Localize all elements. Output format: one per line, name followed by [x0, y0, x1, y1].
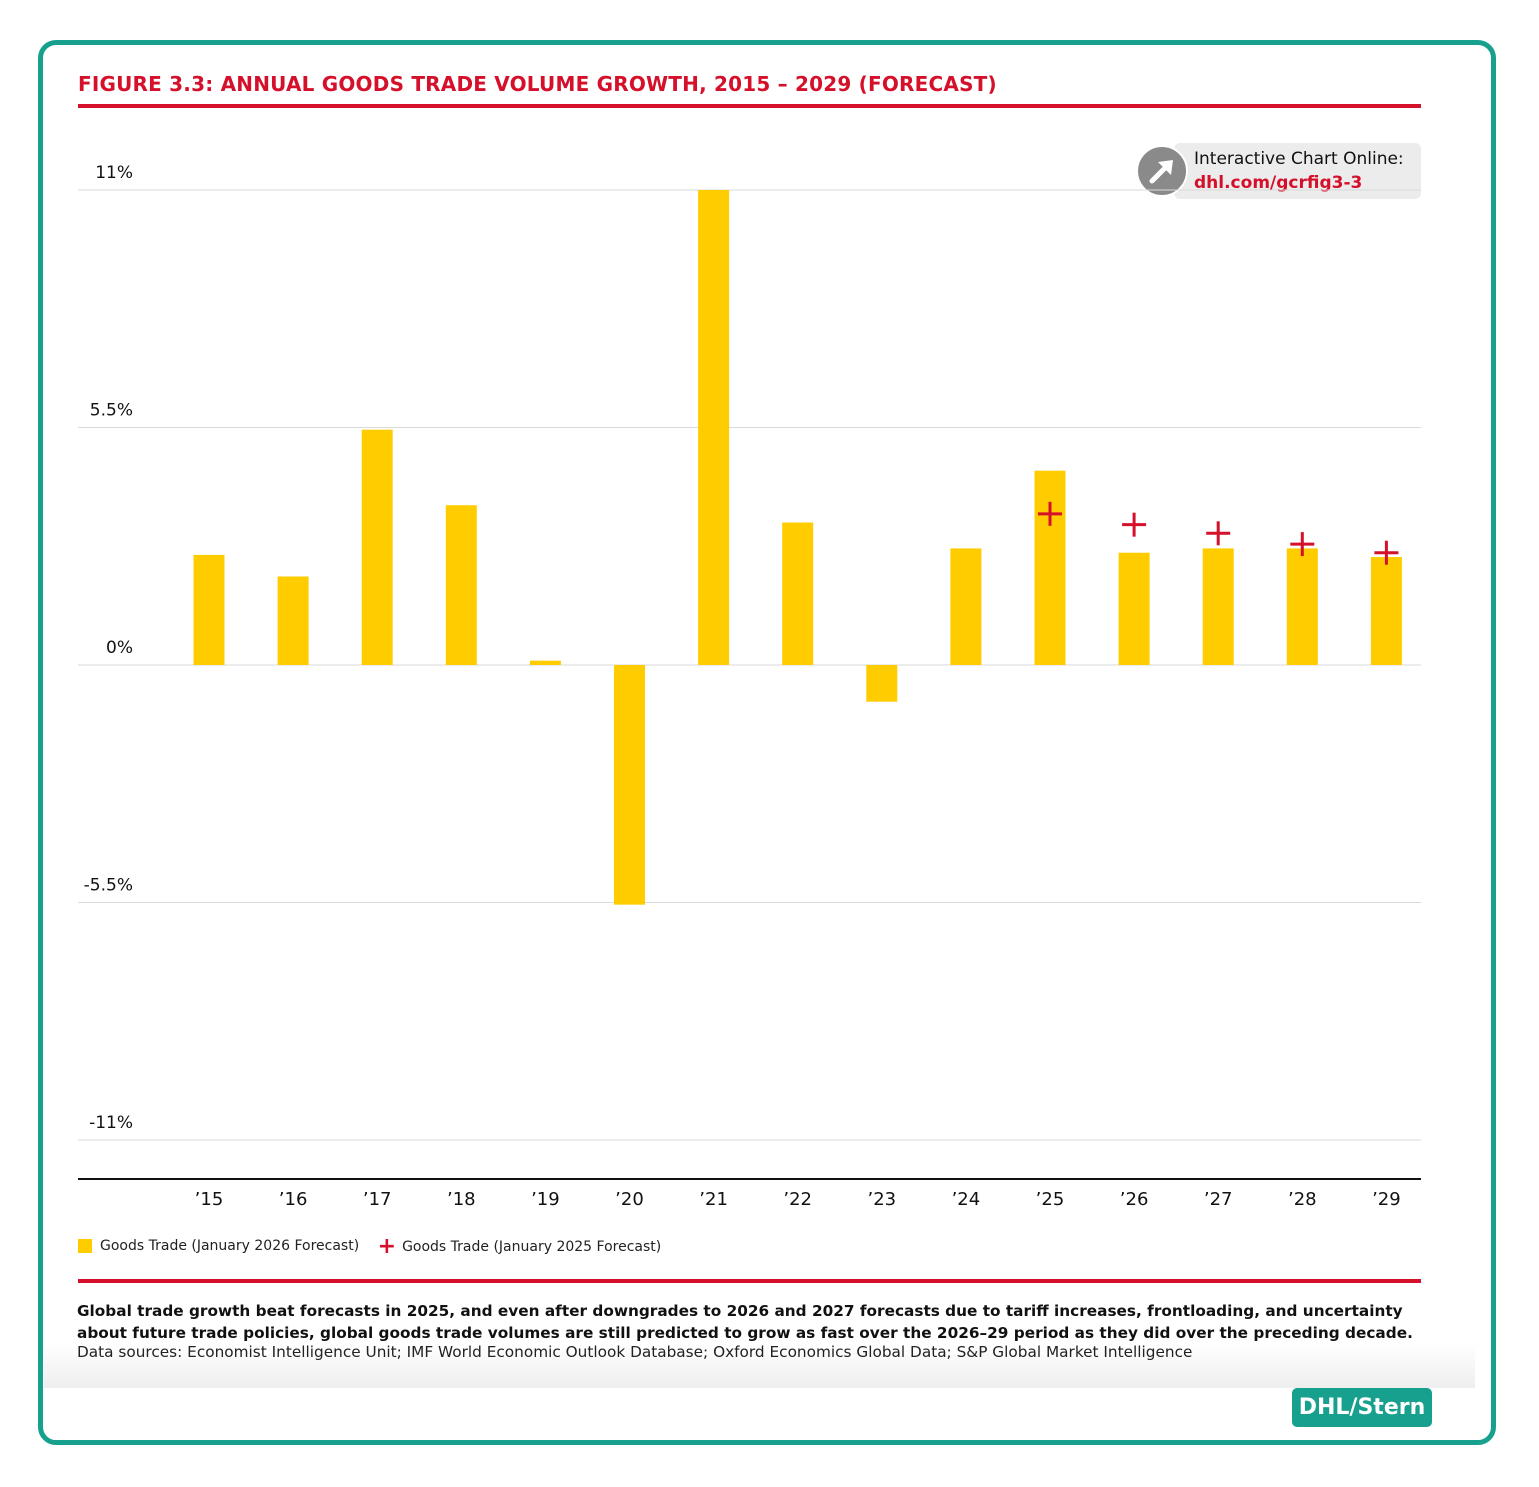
- chart-legend: Goods Trade (January 2026 Forecast) + Go…: [78, 1234, 675, 1259]
- promo-label: Interactive Chart Online:: [1194, 149, 1404, 169]
- bar: [1202, 548, 1234, 665]
- x-tick-label: ’26: [1120, 1189, 1149, 1210]
- arrow-link-icon[interactable]: [1136, 145, 1188, 197]
- x-tick-label: ’19: [531, 1189, 560, 1210]
- title-rule: [78, 104, 1421, 108]
- x-tick-label: ’25: [1036, 1189, 1065, 1210]
- bar: [1286, 548, 1318, 665]
- x-tick-label: ’27: [1204, 1189, 1233, 1210]
- x-tick-label: ’16: [279, 1189, 308, 1210]
- bar: [866, 665, 898, 702]
- caption-rule: [78, 1279, 1421, 1283]
- legend-marker-label: Goods Trade (January 2025 Forecast): [402, 1239, 662, 1255]
- legend-item-bar: Goods Trade (January 2026 Forecast): [78, 1238, 359, 1254]
- x-tick-label: ’20: [615, 1189, 644, 1210]
- bar: [193, 554, 225, 665]
- caption-area: [44, 1290, 1475, 1388]
- bar: [361, 429, 393, 665]
- y-tick-label: -11%: [89, 1113, 133, 1133]
- y-tick-label: -5.5%: [84, 876, 133, 896]
- x-tick-label: ’24: [952, 1189, 981, 1210]
- data-sources: Data sources: Economist Intelligence Uni…: [77, 1343, 1193, 1361]
- x-tick-label: ’15: [195, 1189, 224, 1210]
- bar: [614, 665, 645, 905]
- bar: [1034, 470, 1066, 665]
- x-tick-label: ’29: [1372, 1189, 1401, 1210]
- bar: [1118, 552, 1150, 665]
- legend-item-marker: + Goods Trade (January 2025 Forecast): [377, 1234, 662, 1259]
- y-tick-label: 5.5%: [90, 401, 133, 421]
- forecast-marker: [1206, 521, 1231, 546]
- x-tick-label: ’17: [363, 1189, 392, 1210]
- bar: [950, 548, 982, 665]
- forecast-marker: [1290, 532, 1315, 557]
- promo-url-link[interactable]: dhl.com/gcrfig3-3: [1194, 173, 1363, 193]
- figure-frame: [38, 40, 1496, 1445]
- bar: [782, 522, 814, 665]
- bar: [277, 576, 309, 665]
- y-tick-label: 0%: [106, 638, 133, 658]
- bar: [698, 190, 730, 665]
- forecast-marker: [1038, 501, 1062, 526]
- legend-bar-swatch-icon: [78, 1239, 92, 1253]
- x-tick-label: ’28: [1288, 1189, 1317, 1210]
- x-tick-label: ’21: [699, 1189, 728, 1210]
- brand-badge: DHL/Stern: [1292, 1388, 1432, 1427]
- legend-bar-label: Goods Trade (January 2026 Forecast): [100, 1238, 360, 1254]
- x-tick-label: ’22: [783, 1189, 812, 1210]
- bar: [1370, 557, 1402, 665]
- bar: [529, 660, 561, 665]
- x-tick-label: ’23: [867, 1189, 896, 1210]
- forecast-marker: [1374, 540, 1399, 565]
- figure-title: FIGURE 3.3: ANNUAL GOODS TRADE VOLUME GR…: [78, 72, 997, 96]
- y-tick-label: 11%: [95, 163, 133, 183]
- forecast-marker: [1122, 512, 1147, 537]
- bar: [445, 505, 477, 665]
- figure-caption: Global trade growth beat forecasts in 20…: [77, 1302, 1413, 1342]
- x-tick-label: ’18: [447, 1189, 476, 1210]
- legend-plus-icon: +: [377, 1234, 397, 1259]
